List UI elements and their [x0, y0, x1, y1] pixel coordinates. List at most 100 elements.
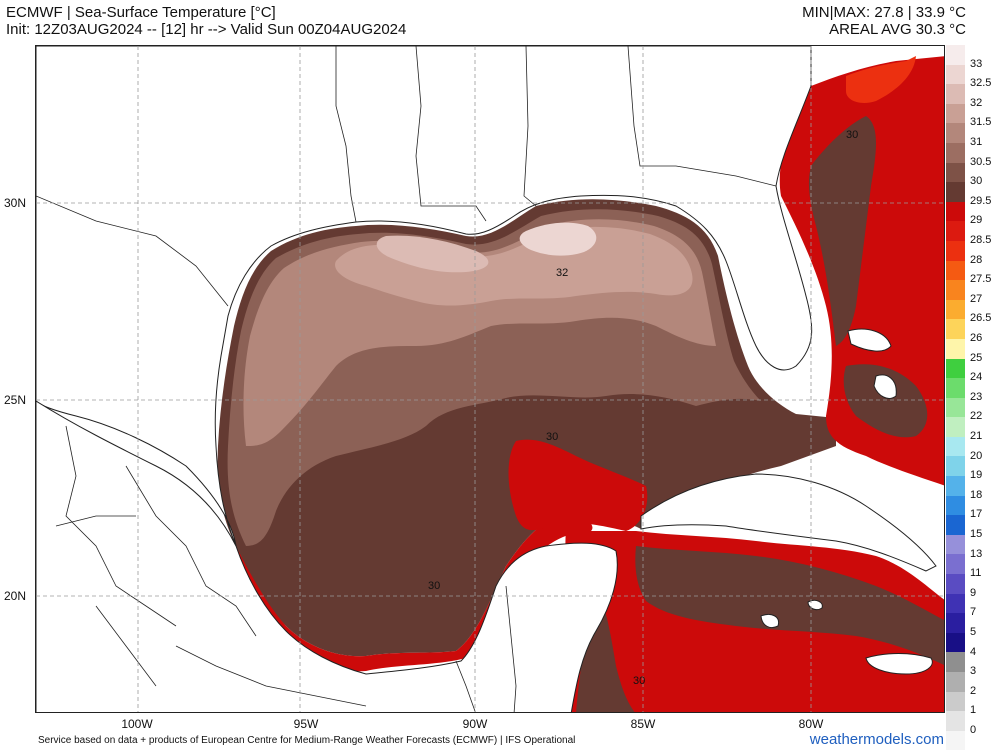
areal-average-readout: AREAL AVG 30.3 °C [829, 21, 966, 38]
sst-map-canvas: 30 32 30 30 30 [36, 46, 944, 712]
colorbar-label: 31.5 [970, 116, 992, 129]
lon-label-80w: 80W [798, 717, 824, 731]
contour-label: 32 [556, 267, 568, 279]
colorbar-label: 19 [970, 469, 983, 482]
contour-label: 30 [846, 129, 858, 141]
lon-label-90w: 90W [462, 717, 488, 731]
colorbar-swatch [946, 456, 965, 477]
colorbar-label: 28 [970, 253, 983, 266]
footer-credit: Service based on data + products of Euro… [38, 735, 576, 746]
colorbar-swatch [946, 632, 965, 653]
colorbar-swatch [946, 299, 965, 320]
colorbar-swatch [946, 593, 965, 614]
political-boundaries [36, 46, 777, 712]
colorbar-label: 25 [970, 351, 983, 364]
gulf-sst-32 [335, 226, 693, 306]
colorbar-swatch [946, 730, 965, 750]
land-us [36, 46, 813, 547]
lat-label-30n: 30N [4, 196, 27, 210]
colorbar-label: 26 [970, 332, 983, 344]
colorbar-label: 29 [970, 214, 983, 227]
colorbar-label: 5 [970, 626, 977, 638]
colorbar-swatch [946, 142, 965, 163]
init-valid-time: Init: 12Z03AUG2024 -- [12] hr --> Valid … [6, 21, 407, 38]
colorbar-swatch [946, 476, 965, 496]
colorbar-label: 24 [970, 371, 983, 384]
sst-map[interactable]: 30 32 30 30 30 [35, 45, 945, 713]
colorbar-swatch [946, 574, 965, 594]
colorbar-label: 33 [970, 57, 983, 70]
colorbar-swatch [946, 201, 965, 222]
colorbar-swatch [946, 103, 965, 124]
colorbar-swatch [946, 554, 965, 575]
colorbar-swatch [946, 358, 965, 379]
colorbar-swatch [946, 64, 965, 85]
colorbar-swatch [946, 613, 965, 633]
colorbar-label: 26.5 [970, 312, 992, 325]
colorbar-label: 7 [970, 606, 977, 619]
colorbar-swatch [946, 123, 965, 143]
colorbar-label: 32 [970, 96, 983, 109]
colorbar-label: 18 [970, 488, 983, 501]
colorbar-swatch [946, 534, 965, 555]
colorbar-swatch [946, 711, 965, 731]
colorbar-label: 1 [970, 704, 977, 717]
colorbar-label: 13 [970, 547, 983, 560]
colorbar-swatch [946, 691, 965, 712]
colorbar-swatch [946, 162, 965, 183]
colorbar-swatch [946, 417, 965, 437]
colorbar-swatch [946, 338, 965, 359]
colorbar-label: 27 [970, 292, 983, 305]
colorbar-swatch [946, 436, 965, 457]
brand-link[interactable]: weathermodels.com [809, 731, 944, 748]
colorbar-label: 2 [970, 684, 977, 697]
colorbar-swatch [946, 672, 965, 692]
colorbar-label: 21 [970, 430, 983, 442]
colorbar-label: 28.5 [970, 234, 992, 246]
colorbar-swatch [946, 280, 965, 300]
contour-label: 30 [428, 580, 440, 592]
contour-label: 30 [633, 675, 645, 687]
colorbar-swatch [946, 495, 965, 516]
colorbar-label: 27.5 [970, 273, 992, 286]
graticule [36, 46, 944, 712]
colorbar-swatch [946, 240, 965, 261]
lat-label-25n: 25N [4, 393, 27, 407]
colorbar-label: 22 [970, 410, 983, 423]
lon-label-95w: 95W [293, 717, 319, 731]
colorbar-label: 0 [970, 724, 977, 736]
gulf-sst-33 [519, 222, 597, 256]
colorbar-label: 31 [970, 136, 983, 148]
colorbar-label: 15 [970, 528, 983, 540]
lat-label-20n: 20N [4, 589, 27, 603]
colorbar-label: 29.5 [970, 194, 992, 207]
colorbar-label: 30.5 [970, 155, 992, 168]
min-max-readout: MIN|MAX: 27.8 | 33.9 °C [802, 4, 966, 21]
colorbar-swatch [946, 652, 965, 672]
colorbar [946, 45, 965, 750]
colorbar-swatch [946, 260, 965, 281]
colorbar-label: 3 [970, 665, 977, 678]
colorbar-swatch [946, 182, 965, 202]
colorbar-label: 32.5 [970, 77, 992, 90]
caribbean-sst [508, 439, 648, 531]
lon-label-100w: 100W [121, 717, 153, 731]
colorbar-swatch [946, 515, 965, 535]
colorbar-swatch [946, 319, 965, 339]
colorbar-label: 4 [970, 645, 977, 658]
map-title: ECMWF | Sea-Surface Temperature [°C] [6, 4, 276, 21]
gulf-sst-29-south [236, 514, 593, 672]
colorbar-swatch [946, 221, 965, 241]
colorbar-swatch [946, 397, 965, 418]
contour-label: 30 [546, 431, 558, 443]
colorbar-label: 9 [970, 586, 977, 599]
colorbar-label: 23 [970, 390, 983, 403]
lon-label-85w: 85W [630, 717, 656, 731]
colorbar-label: 20 [970, 449, 983, 462]
colorbar-label: 30 [970, 175, 983, 188]
colorbar-swatch [946, 84, 965, 104]
colorbar-swatch [946, 378, 965, 398]
colorbar-label: 17 [970, 508, 983, 521]
land-mexico [36, 400, 618, 712]
land-cuba [640, 473, 937, 572]
